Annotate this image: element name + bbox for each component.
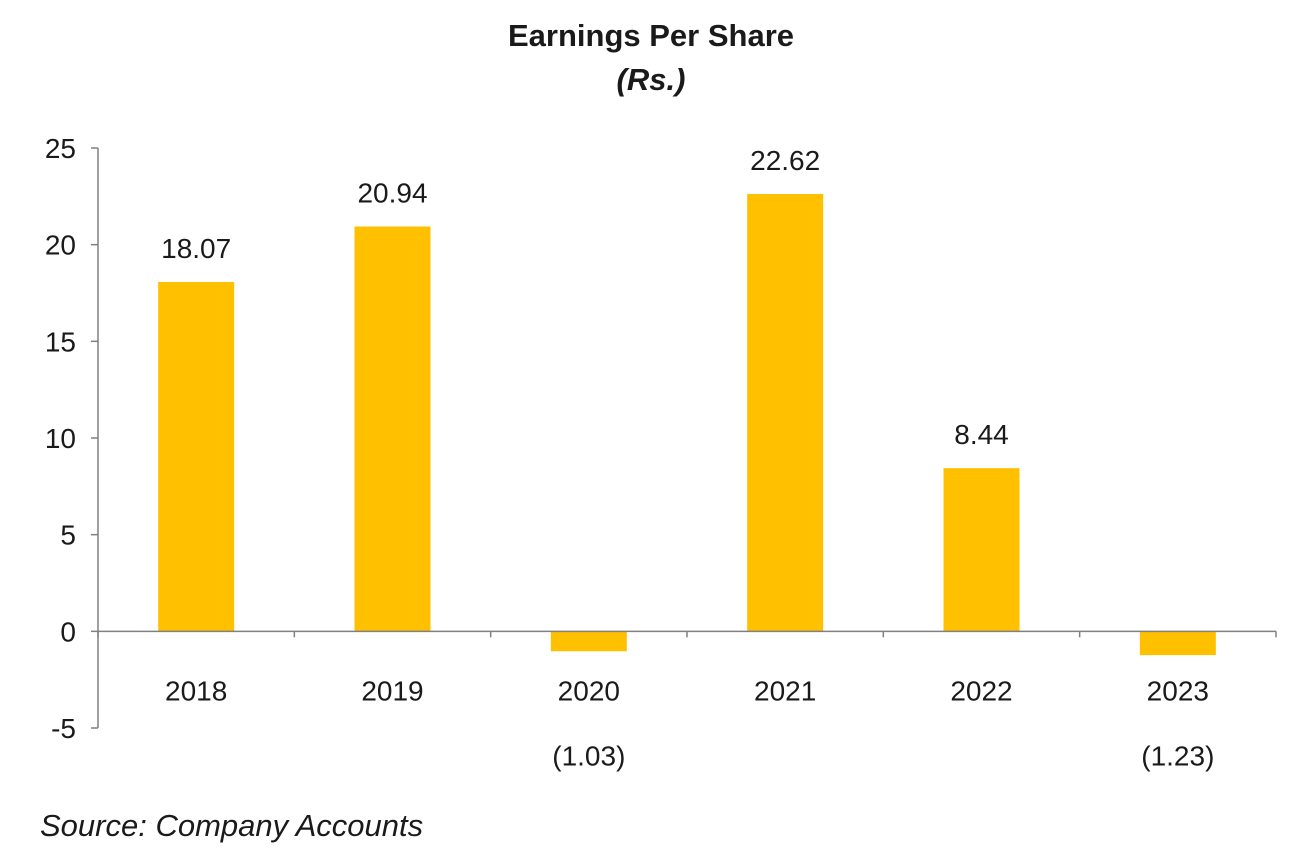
x-axis: 2018 2019 2020 2021 2022 2023 [97, 630, 1277, 706]
data-labels: 18.07 20.94 (1.03) 22.62 8.44 (1.23) [161, 145, 1214, 771]
eps-bar-chart: 25 20 15 10 5 0 -5 2018 2019 2020 2021 2022 2023 18… [45, 133, 1277, 771]
y-axis: 25 20 15 10 5 0 -5 [45, 133, 99, 744]
data-label: (1.03) [552, 740, 625, 771]
y-tick-label: 0 [60, 616, 76, 647]
data-label: 22.62 [750, 145, 820, 176]
chart-title: Earnings Per Share [507, 18, 794, 53]
x-tick-label: 2022 [950, 675, 1012, 706]
bar-2022 [943, 468, 1020, 632]
data-label: (1.23) [1141, 740, 1214, 771]
y-tick-label: 20 [45, 230, 76, 261]
data-label: 8.44 [954, 419, 1009, 450]
source-note: Source: Company Accounts [40, 808, 424, 843]
bars [158, 194, 1216, 656]
chart-subtitle: (Rs.) [616, 62, 686, 97]
y-tick-label: 10 [45, 423, 76, 454]
bar-2020 [550, 631, 627, 652]
x-tick-label: 2019 [361, 675, 423, 706]
y-tick-label: -5 [51, 713, 76, 744]
bar-2021 [747, 194, 824, 632]
bar-2018 [158, 281, 235, 632]
data-label: 18.07 [161, 233, 231, 264]
y-tick-label: 5 [60, 520, 76, 551]
bar-2019 [354, 226, 431, 632]
x-tick-label: 2021 [754, 675, 816, 706]
y-tick-label: 15 [45, 326, 76, 357]
bar-2023 [1139, 631, 1216, 656]
data-label: 20.94 [357, 177, 427, 208]
x-tick-label: 2020 [558, 675, 620, 706]
x-tick-label: 2018 [165, 675, 227, 706]
y-tick-label: 25 [45, 133, 76, 164]
x-tick-label: 2023 [1147, 675, 1209, 706]
